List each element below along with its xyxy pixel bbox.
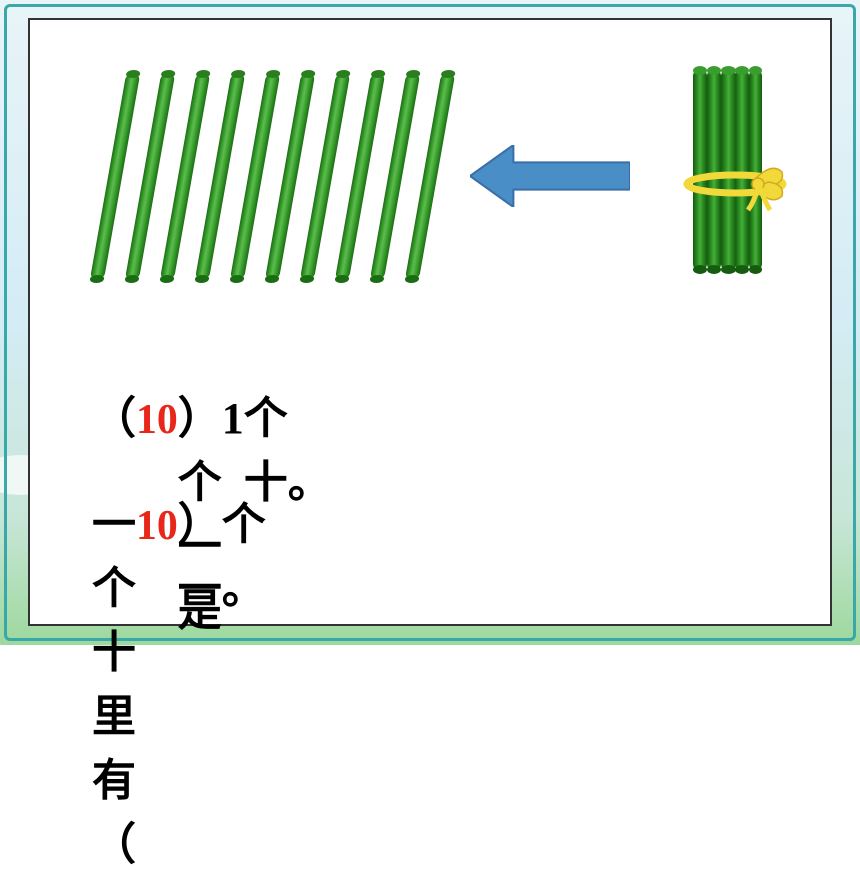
- text-part: ）个一。: [178, 488, 266, 616]
- answer-value: 10: [136, 502, 178, 550]
- text-line-2: 一个十里有（10）个一。: [92, 488, 266, 872]
- bundle-bow-icon: [680, 154, 790, 219]
- text-part: （: [92, 382, 136, 446]
- answer-value: 10: [136, 396, 178, 444]
- arrow-left-icon: [470, 145, 630, 212]
- stick-bundle: [675, 70, 795, 270]
- content-panel: （10）个一是1个十。 一个十里有（10）个一。: [28, 18, 832, 626]
- text-part: 一个十里有（: [92, 488, 136, 872]
- text-part: 1: [222, 393, 244, 444]
